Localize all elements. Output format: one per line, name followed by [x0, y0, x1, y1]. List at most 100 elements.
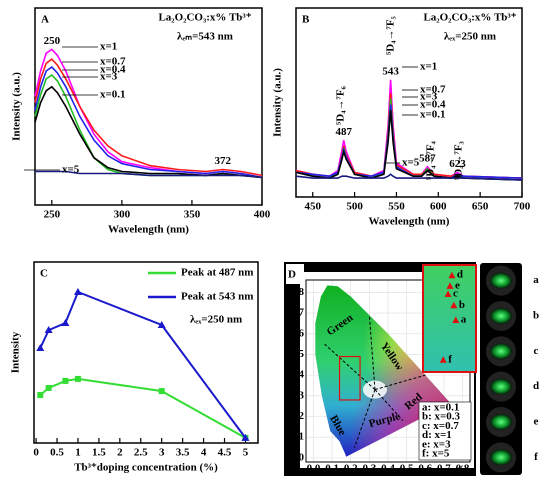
x-tick-label: 4 [201, 447, 207, 459]
peak-label: 623 [449, 158, 466, 170]
x-tick-label: 0.6 [418, 463, 432, 475]
series-line [295, 110, 523, 181]
cie-point [452, 316, 460, 324]
x-tick-label: 0.4 [381, 463, 395, 475]
series-line [39, 290, 247, 439]
y-tick-label: 0.5 [290, 348, 304, 360]
point-label: b [459, 299, 465, 311]
x-tick-label: 0.1 [325, 463, 339, 475]
legend-box [418, 401, 472, 461]
series-label: x=0.4 [100, 64, 126, 76]
transition-label: ⁵D₄→⁷F₅ [385, 15, 397, 55]
y-tick-label: 0.1 [290, 431, 304, 443]
series-label: x=0.4 [420, 99, 446, 111]
photo-label: b [533, 310, 539, 322]
series-line [34, 66, 263, 179]
y-axis-label: Y [288, 364, 296, 376]
zoom-box [338, 355, 361, 401]
transition-label: ⁵D₄→⁷F₃ [453, 140, 465, 180]
photo-label: f [534, 451, 538, 463]
legend-label: Peak at 487 nm [181, 267, 253, 279]
x-tick-label: 3 [159, 447, 165, 459]
marker [62, 377, 69, 384]
photo-glow [490, 308, 512, 324]
photo-glow [490, 378, 512, 395]
point-label: e [455, 279, 460, 291]
chart-subtitle: λₑₘ=543 nm [177, 31, 233, 43]
photo-glow [490, 343, 512, 360]
series-label: x=3 [420, 91, 438, 103]
series-label: x=5 [402, 157, 420, 169]
photo-glow [490, 272, 512, 289]
chart-title: La₂O₂CO₃:x% Tb³⁺ [423, 12, 516, 24]
photo-label: d [533, 380, 539, 392]
cie-gamut [315, 285, 451, 457]
marker [61, 318, 70, 326]
photo-label: e [534, 416, 539, 428]
x-tick-label: 2 [117, 447, 123, 459]
panel-letter: B [302, 14, 310, 26]
y-tick-label: 0.4 [290, 369, 304, 381]
cie-point [444, 290, 452, 298]
marker [157, 320, 166, 328]
x-tick-label: 0.5 [400, 463, 414, 475]
legend-entry: e: x=3 [422, 438, 451, 450]
y-tick-label: 0.6 [290, 327, 304, 339]
point-label: c [453, 288, 458, 300]
series-line [34, 58, 263, 177]
peak-label: 487 [335, 126, 352, 138]
x-axis-label: Tb³⁺doping concentration (%) [74, 462, 218, 474]
panel-letter: D [288, 269, 296, 281]
x-tick-label: 1 [75, 447, 81, 459]
y-tick-label: 0.7 [290, 307, 304, 319]
x-tick-label: 2.5 [134, 447, 148, 459]
series-label: x=3 [100, 71, 118, 83]
marker [241, 433, 250, 441]
legend-entry: a: x=0.1 [422, 402, 459, 414]
x-tick-label: 350 [184, 209, 201, 221]
inset [422, 264, 477, 373]
plot-frame [33, 261, 259, 444]
legend-entry: d: x=1 [422, 429, 452, 441]
transition-label: ⁵D₄→⁷F₆ [335, 85, 347, 125]
panel-letter-bg [286, 264, 304, 284]
transition-label: ⁵D₄→⁷F₄ [425, 140, 437, 180]
x-axis-label: Wavelength (nm) [369, 216, 450, 228]
x-tick-label: 600 [430, 201, 447, 213]
x-axis-label: Wavelength (nm) [108, 224, 189, 236]
marker [37, 392, 44, 399]
series-label: x=0.7 [420, 84, 446, 96]
region-boundary [368, 315, 376, 390]
point-label: a [461, 314, 467, 326]
x-tick-label: 0.5 [50, 447, 64, 459]
cie-point [439, 356, 447, 363]
x-tick-label: 450 [304, 201, 321, 213]
x-tick-label: 700 [514, 201, 531, 213]
y-tick-label: 0.0 [290, 451, 304, 463]
y-axis-label: Intensity (a.u.) [272, 68, 284, 137]
x-tick-label: 300 [114, 209, 131, 221]
marker [44, 326, 53, 334]
marker [158, 388, 165, 395]
series-label: x=0.7 [100, 56, 126, 68]
x-tick-label: 5 [243, 447, 249, 459]
panel-letter: A [41, 14, 49, 26]
panel-letter: C [40, 268, 48, 280]
x-tick-label: 500 [346, 201, 363, 213]
cie-point [446, 282, 454, 289]
marker [45, 384, 52, 391]
plot-frame [34, 7, 263, 206]
x-tick-label: 0 [33, 447, 39, 459]
x-tick-label: 650 [472, 201, 489, 213]
region-boundary [374, 374, 426, 391]
photo-label: c [534, 345, 539, 357]
x-tick-label: 550 [388, 201, 405, 213]
peak-label: 543 [382, 65, 399, 77]
series-label: x=0.1 [420, 109, 446, 121]
x-tick-label: 0.8 [456, 463, 470, 475]
marker [36, 343, 45, 351]
peak-label: 372 [215, 155, 232, 167]
chart-title: La₂O₂CO₃:x% Tb³⁺ [158, 12, 251, 24]
